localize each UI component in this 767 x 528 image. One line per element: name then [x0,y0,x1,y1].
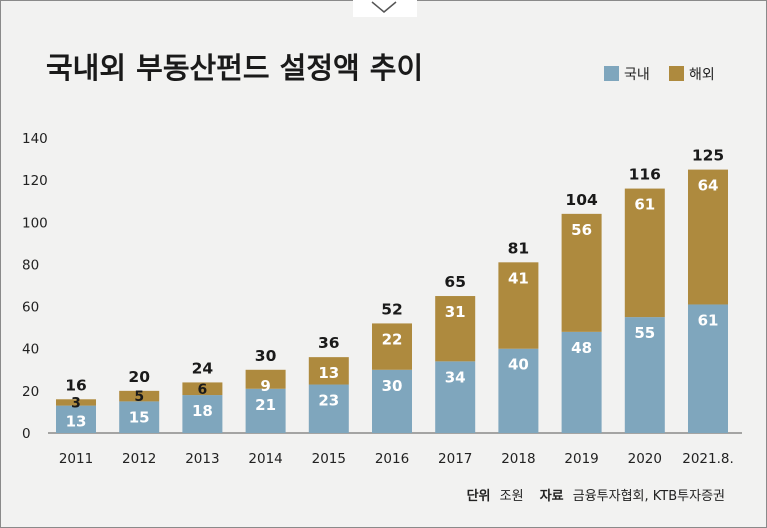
plot-area: 1331615520186242193023133630225234316540… [48,147,742,434]
data-label-overseas: 61 [634,196,655,214]
data-label-domestic: 15 [129,408,150,426]
bar-segment-overseas [372,323,412,370]
data-label-domestic: 30 [382,377,403,395]
x-tick-label: 2019 [564,451,598,467]
x-tick-label: 2014 [248,451,282,467]
x-tick-label: 2011 [59,451,93,467]
y-axis: 0 20 40 60 80 100 120 140 [22,131,48,442]
x-axis: 2011 2012 2013 2014 2015 2016 2017 2018 2019 2020… [59,451,734,467]
bar-segment-overseas [308,357,349,385]
bar-segment-domestic [435,361,476,433]
data-label-total: 52 [381,300,403,318]
legend-label-domestic: 국내 [624,67,650,83]
y-tick-label: 140 [22,131,48,147]
bar-segment-domestic [56,405,96,433]
data-label-total: 104 [565,191,598,209]
y-tick-label: 0 [22,426,31,442]
x-tick-label: 2012 [122,451,156,467]
chart-title: 국내외 부동산펀드 설정액 추이 [46,51,423,85]
legend-swatch-overseas [669,66,684,81]
bar-segment-domestic [119,401,160,433]
data-label-total: 116 [629,166,661,184]
data-label-total: 36 [318,334,340,352]
bar-segment-domestic [498,348,539,433]
bar-segment-domestic [245,388,286,433]
bar-segment-overseas [624,188,665,318]
bar-segment-domestic [308,384,349,433]
bar-segment-overseas [245,369,286,389]
source-note: 단위 조원 자료 금융투자협회, KTB투자증권 [467,488,725,504]
tab-notch [353,0,417,17]
x-tick-label: 2016 [375,451,409,467]
data-label-total: 24 [192,359,214,377]
source-value: 금융투자협회, KTB투자증권 [573,489,725,504]
unit-value: 조원 [500,489,524,504]
x-tick-label: 2017 [438,451,472,467]
legend: 국내 해외 [604,66,715,83]
bar-segment-domestic [182,395,223,433]
data-label-domestic: 61 [698,311,719,329]
data-label-overseas: 31 [445,303,466,321]
y-tick-label: 20 [22,384,39,400]
bar-segment-overseas [435,296,476,362]
x-tick-label: 2020 [628,451,662,467]
data-label-domestic: 23 [318,392,339,410]
chevron-down-icon [371,1,397,13]
legend-swatch-domestic [604,66,619,81]
bar-segment-domestic [372,369,412,433]
bar-segment-overseas [561,213,602,332]
bar-segment-overseas [498,262,539,349]
data-label-overseas: 3 [71,395,81,411]
data-label-total: 30 [255,347,277,365]
data-label-total: 81 [508,239,530,257]
data-label-domestic: 21 [255,396,276,414]
data-label-domestic: 18 [192,402,213,420]
bar-segment-overseas [688,169,728,305]
bar-segment-domestic [624,317,665,433]
legend-label-overseas: 해외 [689,67,715,83]
y-tick-label: 120 [22,173,48,189]
data-label-domestic: 34 [445,368,466,386]
data-label-domestic: 55 [634,324,655,342]
y-tick-label: 80 [22,257,39,273]
bar-segment-overseas [182,382,223,396]
data-label-domestic: 13 [66,413,87,431]
bar-segment-overseas [119,390,160,402]
y-tick-label: 40 [22,342,39,358]
data-label-overseas: 5 [134,389,144,405]
data-label-domestic: 40 [508,356,529,374]
x-tick-label: 2013 [185,451,219,467]
bar-segment-domestic [688,304,728,433]
x-tick-label: 2015 [312,451,346,467]
data-label-overseas: 64 [698,177,719,195]
data-label-total: 125 [692,147,724,165]
data-label-domestic: 48 [571,339,592,357]
data-label-total: 65 [444,273,466,291]
bar-segment-overseas [56,399,96,406]
data-label-overseas: 56 [571,221,592,239]
bar-segment-domestic [561,331,602,433]
y-tick-label: 100 [22,215,48,231]
x-tick-label: 2018 [501,451,535,467]
x-tick-label: 2021.8. [682,451,734,467]
source-label: 자료 [540,489,564,504]
data-label-total: 16 [65,376,87,394]
data-label-overseas: 41 [508,269,529,287]
data-label-overseas: 9 [260,377,270,395]
data-label-overseas: 13 [318,364,339,382]
data-label-overseas: 22 [382,330,403,348]
unit-label: 단위 [467,488,491,504]
y-tick-label: 60 [22,300,39,316]
data-label-overseas: 6 [198,382,208,398]
data-label-total: 20 [128,368,150,386]
